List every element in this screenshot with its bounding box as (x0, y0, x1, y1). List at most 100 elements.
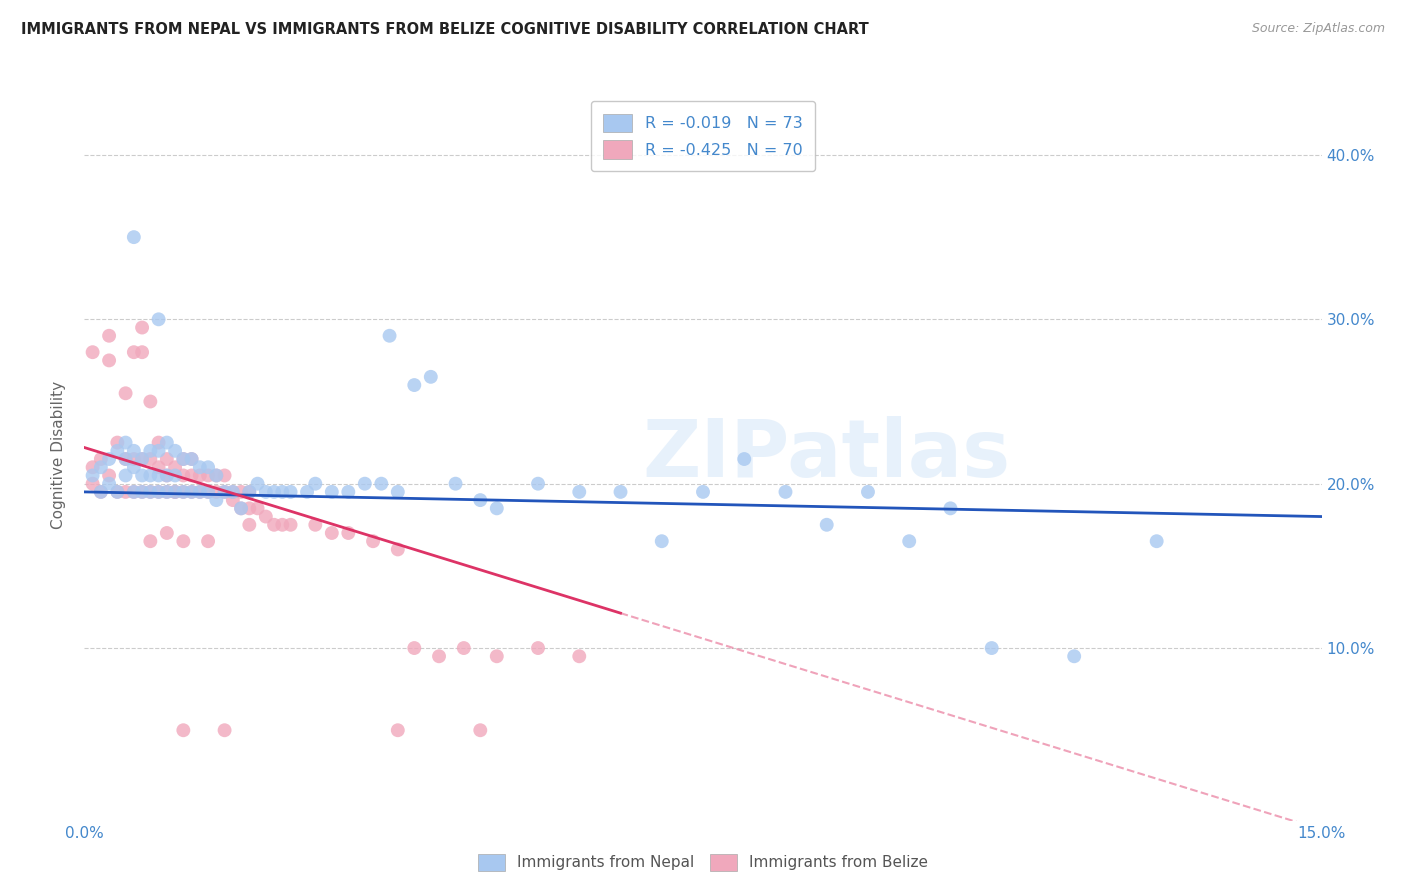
Point (1063, 649, 1085, 664)
Point (238, 484, 260, 499)
Point (114, 386, 136, 401)
Point (387, 484, 409, 499)
Point (122, 460, 145, 475)
Point (387, 723, 409, 738)
Point (148, 468, 170, 483)
Point (139, 534, 162, 549)
Point (90, 460, 112, 475)
Point (139, 484, 162, 499)
Point (321, 484, 343, 499)
Point (222, 484, 245, 499)
Point (131, 468, 153, 483)
Point (197, 484, 219, 499)
Point (114, 484, 136, 499)
Point (815, 517, 838, 532)
Point (148, 484, 170, 499)
Point (90, 484, 112, 499)
Point (404, 641, 426, 656)
Point (105, 443, 128, 458)
Point (131, 320, 153, 334)
Point (105, 435, 128, 450)
Point (165, 443, 187, 458)
Point (165, 460, 187, 475)
Point (172, 723, 194, 738)
Point (271, 484, 294, 499)
Point (122, 452, 145, 467)
Point (263, 517, 285, 532)
Point (172, 452, 194, 467)
Point (172, 468, 194, 483)
Point (214, 484, 236, 499)
Point (98, 476, 121, 491)
Point (98, 353, 121, 368)
Point (156, 484, 179, 499)
Point (295, 484, 318, 499)
Point (527, 641, 550, 656)
Point (205, 493, 228, 508)
Point (222, 493, 245, 508)
Point (378, 328, 401, 343)
Point (114, 452, 136, 467)
Point (148, 460, 170, 475)
Point (165, 484, 187, 499)
Point (214, 484, 236, 499)
Point (470, 723, 492, 738)
Point (82, 460, 104, 475)
Point (148, 443, 170, 458)
Point (370, 476, 392, 491)
Point (131, 452, 153, 467)
Point (214, 468, 236, 483)
Point (139, 443, 162, 458)
Point (131, 484, 153, 499)
Point (90, 484, 112, 499)
Point (165, 468, 187, 483)
Point (180, 484, 202, 499)
Point (139, 452, 162, 467)
Point (527, 476, 550, 491)
Point (263, 484, 285, 499)
Point (229, 501, 252, 516)
Point (404, 378, 426, 392)
Point (165, 484, 187, 499)
Point (172, 534, 194, 549)
Point (188, 468, 211, 483)
Point (82, 468, 104, 483)
Point (82, 345, 104, 359)
Point (197, 484, 219, 499)
Point (856, 484, 879, 499)
Point (980, 641, 1002, 656)
Point (321, 526, 343, 541)
Point (271, 517, 294, 532)
Point (122, 484, 145, 499)
Point (114, 435, 136, 450)
Text: Source: ZipAtlas.com: Source: ZipAtlas.com (1251, 22, 1385, 36)
Point (105, 484, 128, 499)
Point (156, 468, 179, 483)
Point (114, 452, 136, 467)
Point (229, 501, 252, 516)
Point (172, 484, 194, 499)
Point (197, 534, 219, 549)
Point (568, 649, 591, 664)
Point (105, 484, 128, 499)
Text: ZIPatlas: ZIPatlas (643, 416, 1011, 494)
Point (222, 484, 245, 499)
Point (148, 435, 170, 450)
Point (485, 501, 508, 516)
Point (188, 484, 211, 499)
Point (205, 468, 228, 483)
Point (188, 484, 211, 499)
Point (651, 534, 673, 549)
Point (90, 452, 112, 467)
Point (1146, 534, 1168, 549)
Point (444, 476, 467, 491)
Point (156, 484, 179, 499)
Point (280, 484, 302, 499)
Point (453, 641, 475, 656)
Point (304, 517, 326, 532)
Point (122, 230, 145, 244)
Point (387, 542, 409, 557)
Point (692, 484, 714, 499)
Point (156, 468, 179, 483)
Text: IMMIGRANTS FROM NEPAL VS IMMIGRANTS FROM BELIZE COGNITIVE DISABILITY CORRELATION: IMMIGRANTS FROM NEPAL VS IMMIGRANTS FROM… (21, 22, 869, 37)
